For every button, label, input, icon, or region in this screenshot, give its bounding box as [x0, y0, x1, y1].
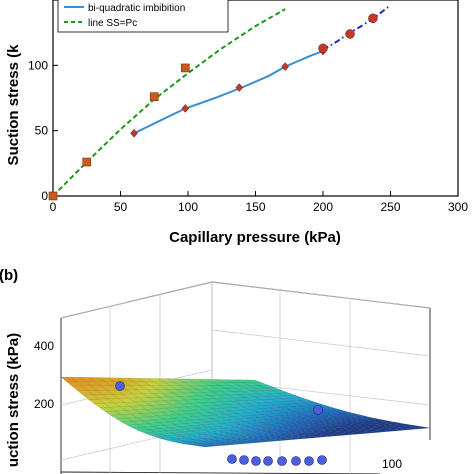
panel-b-z-axis-label: uction stress (kPa)	[5, 333, 22, 467]
series-line-2	[322, 4, 392, 51]
panel-b-surface	[60, 376, 431, 448]
data-point-square	[181, 63, 190, 73]
panel-b-data-points	[115, 381, 327, 466]
data-point-square	[48, 191, 58, 201]
x-tick-label: 200	[313, 200, 333, 214]
z-tick-label: 400	[34, 339, 54, 353]
x-tick-label: 300	[448, 200, 468, 214]
surface-data-point	[115, 381, 125, 391]
x-tick-label: 100	[178, 200, 198, 214]
series-line-0	[52, 8, 286, 197]
x-tick-label: 250	[380, 200, 400, 214]
legend-label-line-ss-pc: line SS=Pc	[88, 18, 137, 29]
data-point-square	[82, 157, 92, 167]
panel-a-series	[52, 4, 392, 197]
y-tick-label: 50	[35, 124, 49, 138]
grid-line	[211, 329, 431, 357]
z-tick-label: 200	[34, 397, 54, 411]
surface-data-point	[239, 455, 249, 465]
data-point-circle	[368, 13, 378, 24]
panel-b-chart: (b) 400 200 100 uction stress (kPa)	[0, 267, 431, 474]
surface-data-point	[313, 405, 323, 415]
panel-a-chart: 0 50 100 150 200 250 300 0 50 100 bi-quadratic im…	[5, 0, 468, 246]
panel-a-markers	[48, 13, 378, 201]
surface-data-point	[304, 456, 314, 466]
surface-data-point	[263, 456, 273, 466]
grid-line	[60, 281, 213, 319]
y-tick-label: 100	[28, 58, 48, 72]
panel-a-legend: bi-quadratic imbibition line SS=Pc	[57, 0, 229, 33]
data-point-diamond	[235, 83, 244, 92]
x-tick-label: 100	[382, 457, 402, 471]
surface-data-point	[251, 456, 261, 466]
y-tick-label: 0	[41, 189, 48, 203]
y-axis-label: Suction stress (k	[5, 44, 22, 166]
surface-data-point	[291, 456, 301, 466]
surface-data-point	[317, 455, 327, 465]
panel-b-label: (b)	[0, 267, 18, 284]
data-point-circle	[345, 29, 355, 39]
surface-patch	[412, 426, 431, 430]
series-line-1	[133, 50, 324, 135]
x-tick-label: 150	[245, 200, 265, 214]
data-point-diamond	[181, 104, 190, 113]
data-point-diamond	[130, 128, 138, 138]
data-point-circle	[318, 43, 328, 54]
x-axis-label: Capillary pressure (kPa)	[169, 229, 341, 246]
surface-data-point	[227, 454, 237, 464]
data-point-square	[149, 92, 159, 101]
x-tick-label: 50	[114, 200, 128, 214]
legend-label-imbibition: bi-quadratic imbibition	[88, 3, 185, 14]
panel-a-axes: 0 50 100 150 200 250 300 0 50 100	[28, 58, 468, 214]
grid-line	[211, 281, 431, 309]
x-tick-label: 0	[50, 200, 57, 214]
legend-box	[57, 0, 229, 33]
data-point-diamond	[281, 62, 290, 72]
surface-data-point	[277, 456, 287, 466]
